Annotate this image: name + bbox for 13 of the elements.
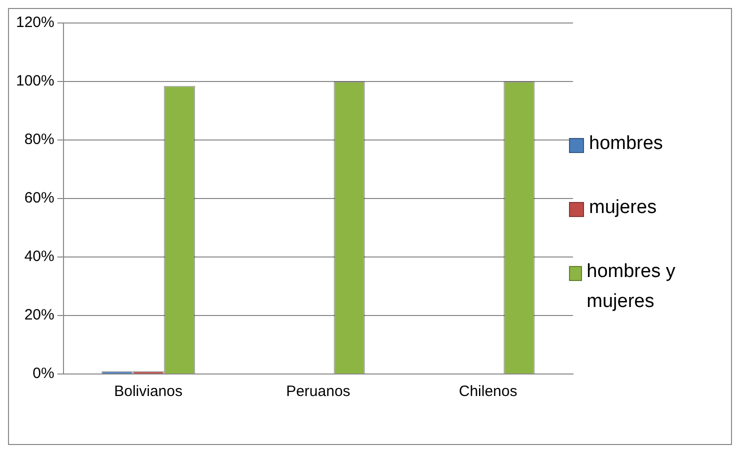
x-tick-label: Peruanos — [286, 383, 350, 400]
legend-label: hombres y mujeres — [586, 260, 676, 314]
x-tick-label: Bolivianos — [114, 383, 182, 400]
y-tick-label: 40% — [24, 248, 54, 266]
y-tick-label: 0% — [32, 365, 54, 382]
x-tick-label: Chilenos — [458, 383, 518, 400]
y-tick-label: 80% — [24, 131, 54, 148]
y-tick-label: 60% — [24, 190, 54, 207]
y-tick-label: 20% — [24, 306, 54, 324]
y-tick-label: 100% — [16, 72, 54, 90]
legend-label: hombres — [589, 132, 663, 156]
legend-label: mujeres — [589, 196, 657, 220]
y-tick-label: 120% — [16, 14, 54, 32]
